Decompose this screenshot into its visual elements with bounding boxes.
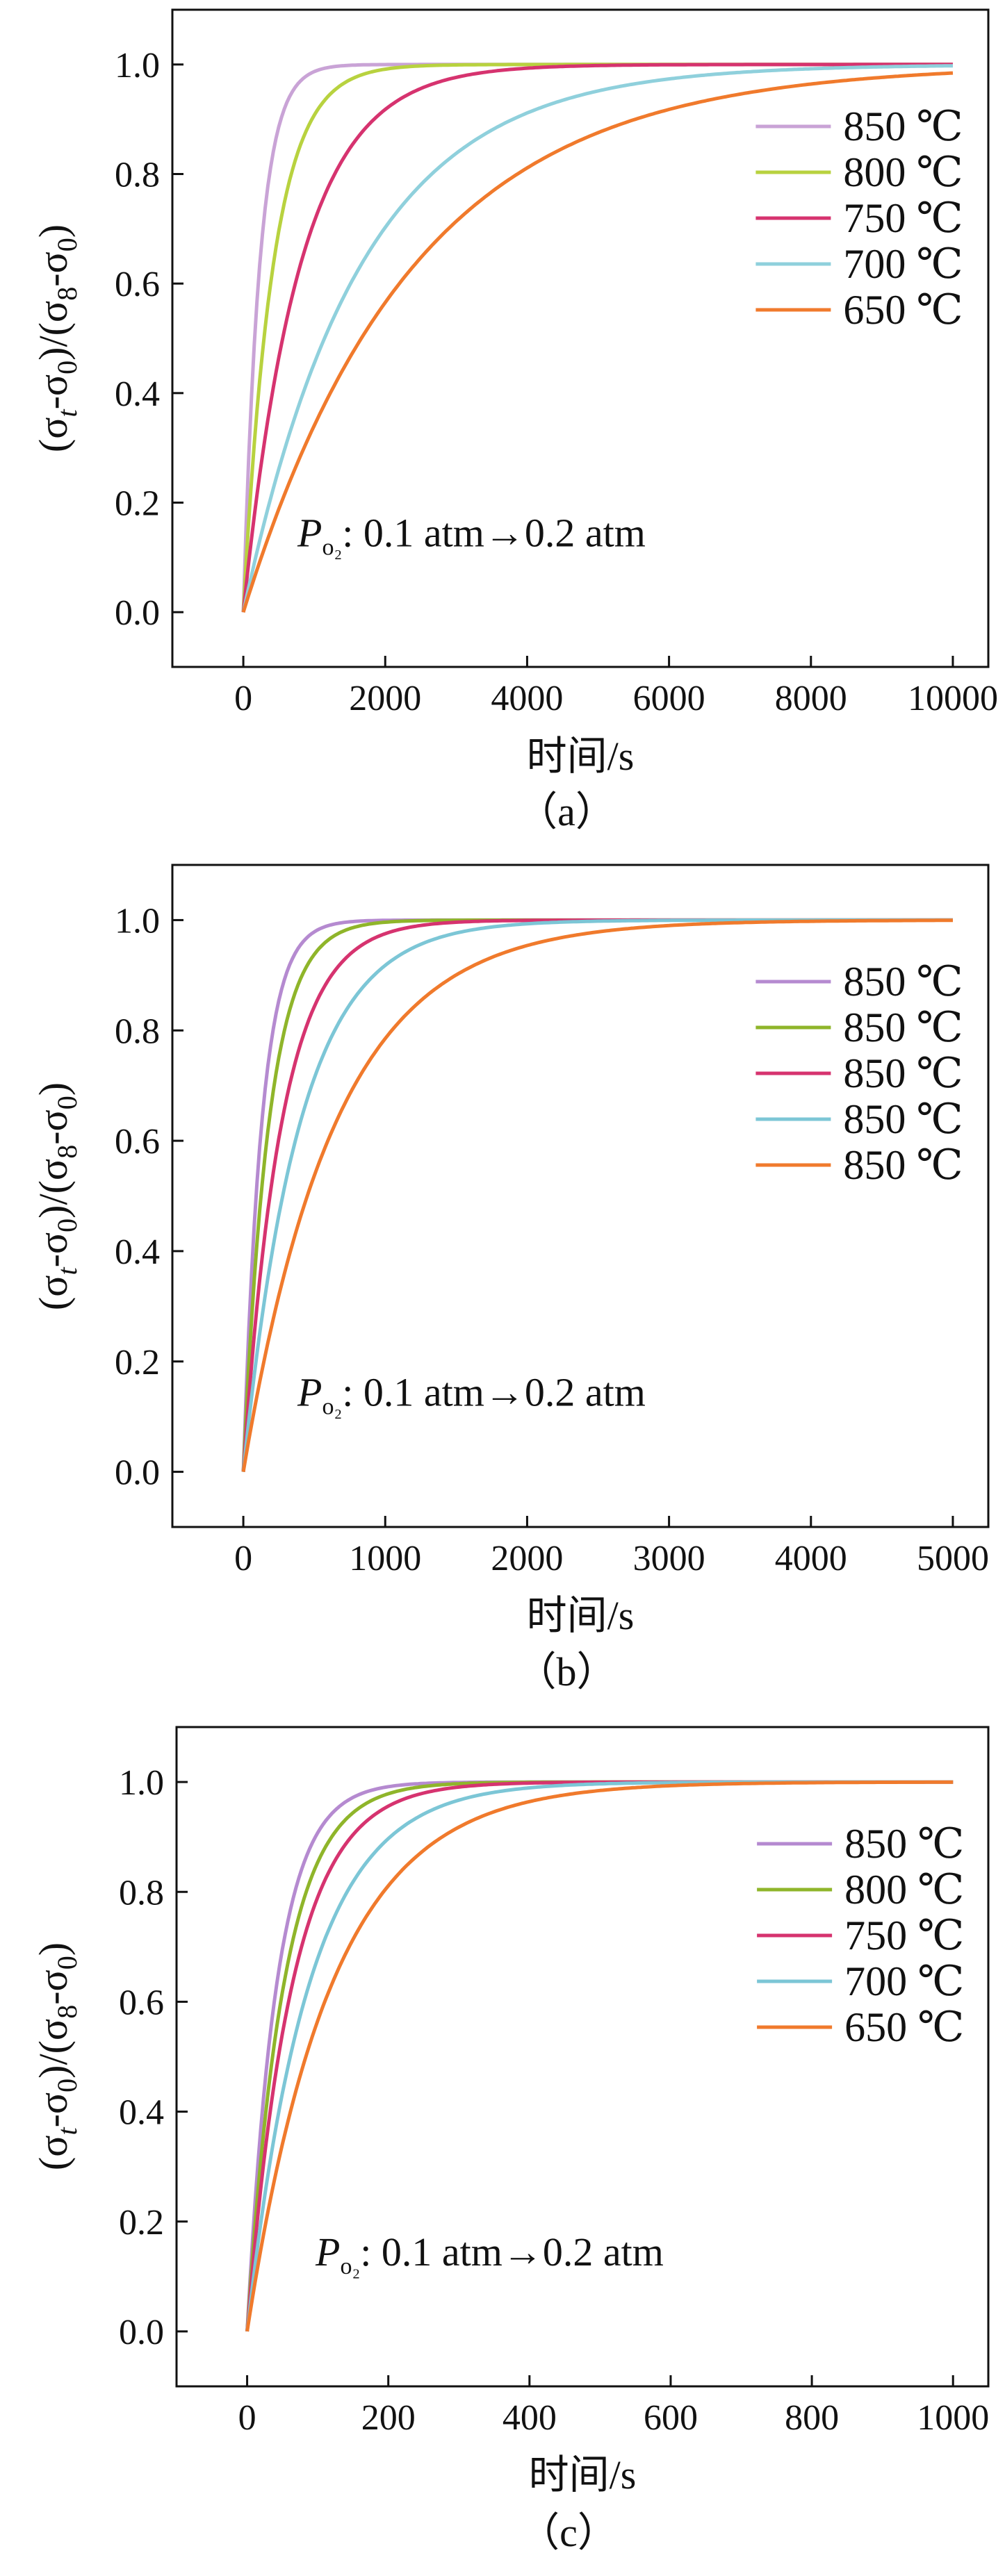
x-tick-label: 800 bbox=[785, 2398, 839, 2438]
x-tick-label: 5000 bbox=[917, 1539, 989, 1578]
series-line-3 bbox=[241, 63, 953, 613]
x-tick-label: 10000 bbox=[908, 679, 998, 718]
x-tick-label: 1000 bbox=[917, 2398, 989, 2438]
oxygen-pressure-annotation: Po₂: 0.1 atm→0.2 atm bbox=[297, 511, 646, 561]
legend-label: 700 ℃ bbox=[843, 241, 963, 287]
legend-label: 850 ℃ bbox=[843, 1142, 963, 1188]
series-line-4 bbox=[241, 64, 953, 613]
chart-panel-2: 0.0 0.2 0.4 0.6 0.8 1.0 0 1000 2000 3000 4000 5000 时… bbox=[31, 864, 990, 1694]
x-tick-label: 2000 bbox=[491, 1539, 563, 1578]
y-axis-title: (σt-σ0)/(σ8-σ0) bbox=[31, 1942, 83, 2170]
y-tick-label: 0.4 bbox=[115, 1232, 160, 1272]
series-line-5 bbox=[241, 71, 954, 613]
x-tick-label: 600 bbox=[644, 2398, 698, 2438]
x-tick-label: 200 bbox=[361, 2398, 416, 2438]
legend-label: 650 ℃ bbox=[843, 287, 963, 333]
x-tick-label: 6000 bbox=[633, 679, 705, 718]
x-tick-label: 0 bbox=[234, 1539, 252, 1578]
y-tick-label: 1.0 bbox=[115, 46, 160, 85]
x-tick-label: 400 bbox=[502, 2398, 557, 2438]
y-tick-label: 0.2 bbox=[119, 2203, 164, 2243]
y-tick-label: 0.6 bbox=[115, 1122, 160, 1162]
y-tick-label: 0.4 bbox=[115, 374, 160, 414]
y-tick-label: 0.0 bbox=[115, 593, 160, 633]
x-tick-label: 1000 bbox=[349, 1539, 421, 1578]
y-tick-label: 0.0 bbox=[115, 1453, 160, 1493]
legend-label: 850 ℃ bbox=[843, 1005, 963, 1050]
x-axis-title: 时间/s bbox=[529, 2452, 637, 2497]
y-tick-label: 1.0 bbox=[115, 901, 160, 941]
y-tick-label: 0.0 bbox=[119, 2313, 164, 2352]
oxygen-pressure-annotation: Po₂: 0.1 atm→0.2 atm bbox=[297, 1369, 646, 1419]
x-tick-label: 3000 bbox=[633, 1539, 705, 1578]
y-tick-label: 1.0 bbox=[119, 1763, 164, 1803]
legend-label: 750 ℃ bbox=[844, 1913, 964, 1958]
oxygen-pressure-annotation: Po₂: 0.1 atm→0.2 atm bbox=[315, 2229, 664, 2279]
y-tick-label: 0.2 bbox=[115, 1343, 160, 1382]
legend-label: 700 ℃ bbox=[844, 1958, 964, 2004]
series-line-5 bbox=[245, 1780, 954, 2332]
legend-label: 800 ℃ bbox=[843, 149, 963, 195]
panel-tag: （a） bbox=[517, 789, 616, 834]
y-tick-label: 0.6 bbox=[119, 1983, 164, 2022]
panel-tag: （c） bbox=[519, 2510, 618, 2555]
plot-frame bbox=[175, 1726, 990, 2388]
y-tick-label: 0.8 bbox=[115, 1012, 160, 1051]
y-axis-title: (σt-σ0)/(σ8-σ0) bbox=[31, 1082, 83, 1310]
y-tick-label: 0.2 bbox=[115, 484, 160, 524]
plot-frame bbox=[171, 8, 990, 668]
legend-label: 850 ℃ bbox=[843, 1096, 963, 1142]
legend-label: 800 ℃ bbox=[844, 1867, 964, 1913]
legend-label: 750 ℃ bbox=[843, 195, 963, 241]
x-tick-label: 8000 bbox=[775, 679, 847, 718]
legend-label: 850 ℃ bbox=[843, 1050, 963, 1096]
x-axis-title: 时间/s bbox=[527, 1593, 635, 1638]
x-axis-title: 时间/s bbox=[527, 734, 635, 779]
y-tick-label: 0.8 bbox=[115, 156, 160, 195]
x-tick-label: 0 bbox=[238, 2398, 256, 2438]
legend-label: 850 ℃ bbox=[843, 959, 963, 1005]
x-tick-label: 4000 bbox=[775, 1539, 847, 1578]
legend-label: 850 ℃ bbox=[844, 1821, 964, 1867]
y-tick-label: 0.8 bbox=[119, 1873, 164, 1913]
plot-frame bbox=[171, 864, 990, 1528]
chart-panel-3: 0.0 0.2 0.4 0.6 0.8 1.0 0 200 400 600 800 1000 时间/s （… bbox=[31, 1726, 990, 2555]
x-tick-label: 0 bbox=[234, 679, 252, 718]
x-tick-label: 4000 bbox=[491, 679, 563, 718]
y-tick-label: 0.6 bbox=[115, 265, 160, 304]
y-axis-title: (σt-σ0)/(σ8-σ0) bbox=[31, 224, 83, 452]
x-tick-label: 2000 bbox=[349, 679, 421, 718]
legend-label: 650 ℃ bbox=[844, 2004, 964, 2050]
series-line-5 bbox=[241, 918, 953, 1473]
legend-label: 850 ℃ bbox=[843, 104, 963, 149]
panel-tag: （b） bbox=[516, 1649, 616, 1694]
y-tick-label: 0.4 bbox=[119, 2093, 164, 2133]
chart-panel-1: 0.0 0.2 0.4 0.6 0.8 1.0 0 2000 4000 6000 8000 10000… bbox=[31, 8, 998, 834]
